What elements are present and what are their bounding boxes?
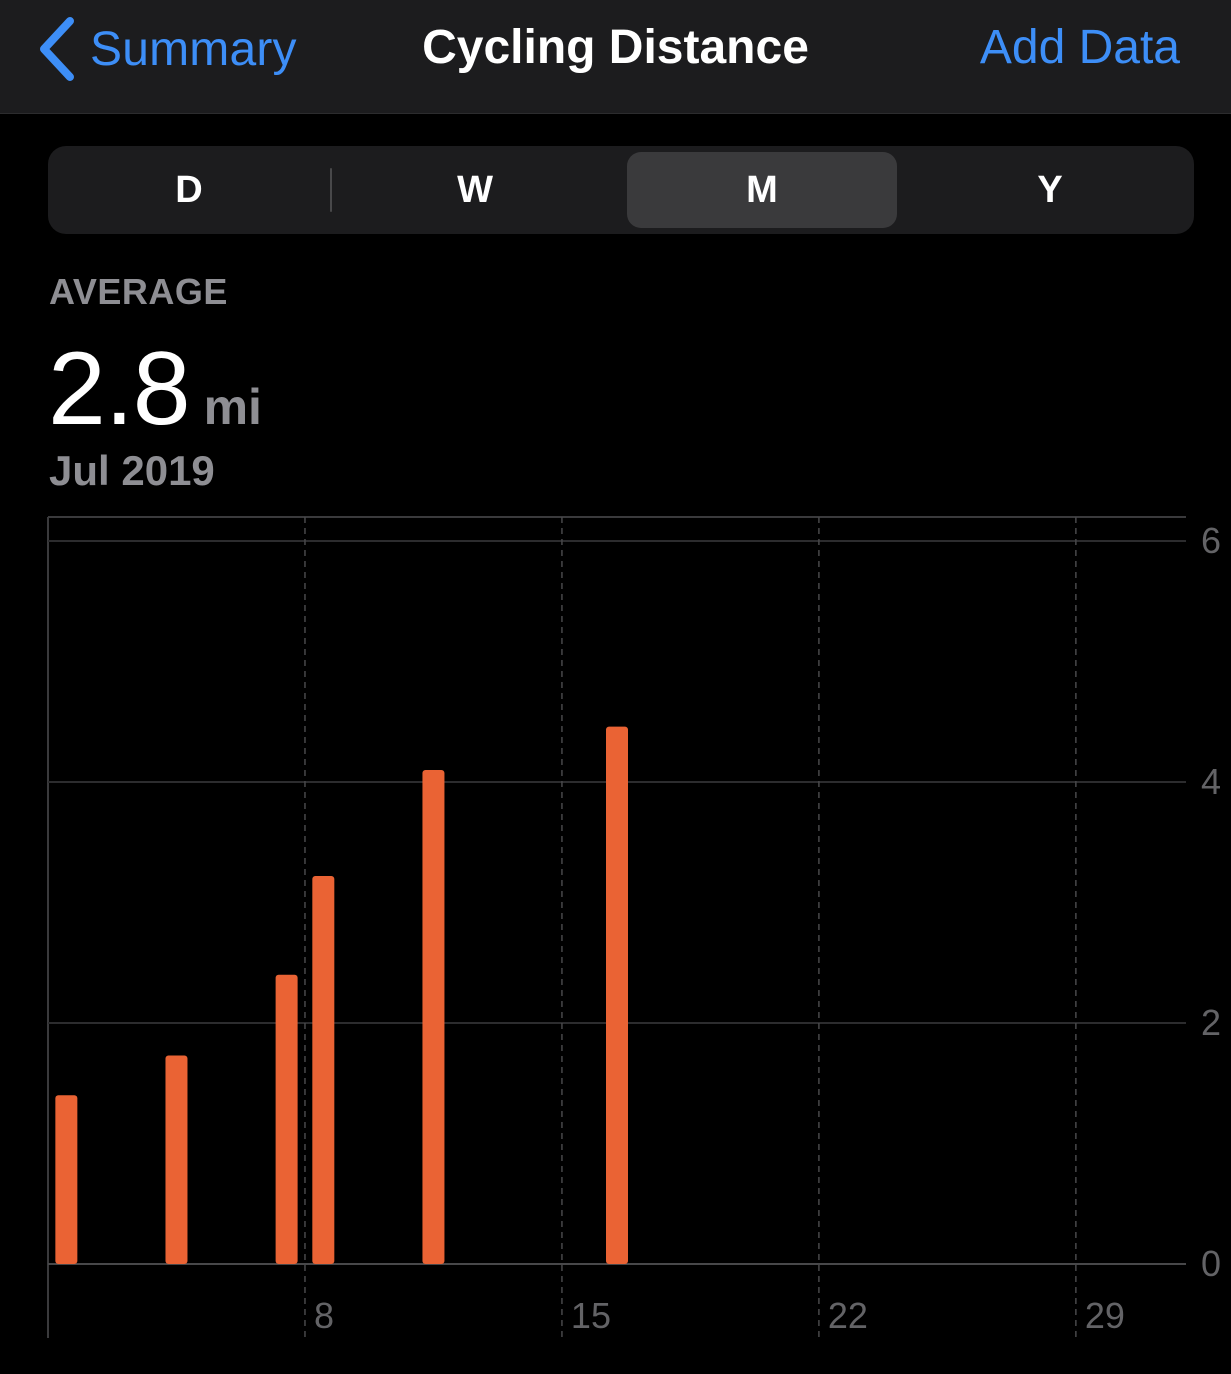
segment-week[interactable]: W (457, 169, 493, 211)
segment-divider (330, 168, 332, 212)
y-tick-label: 2 (1201, 1002, 1221, 1043)
back-button-label: Summary (90, 22, 297, 76)
y-tick-label: 4 (1201, 761, 1221, 802)
x-tick-label: 29 (1085, 1295, 1125, 1336)
average-unit: mi (203, 379, 262, 435)
x-tick-label: 22 (828, 1295, 868, 1336)
segment-selected-indicator (627, 152, 897, 228)
navigation-bar: Summary Cycling Distance Add Data (0, 0, 1231, 114)
segment-year[interactable]: Y (1037, 169, 1063, 211)
period-label: Jul 2019 (49, 447, 215, 494)
average-label: AVERAGE (49, 271, 228, 312)
y-tick-label: 6 (1201, 520, 1221, 561)
back-button[interactable]: Summary (36, 14, 297, 84)
chevron-left-icon (40, 17, 74, 81)
segment-month[interactable]: M (746, 169, 778, 211)
bar-day-11 (422, 769, 445, 1264)
bar-day-8 (312, 875, 335, 1264)
cycling-distance-bar-chart[interactable]: 6 4 2 0 8 15 22 29 (0, 510, 1231, 1350)
bar-day-4 (165, 1055, 188, 1264)
segment-day[interactable]: D (175, 169, 203, 211)
average-value-row: 2.8 mi (48, 330, 262, 449)
x-tick-label: 8 (314, 1295, 334, 1336)
page-title: Cycling Distance (422, 21, 809, 74)
bar-day-7 (275, 974, 298, 1264)
add-data-button[interactable]: Add Data (979, 21, 1180, 74)
y-tick-label: 0 (1201, 1243, 1221, 1284)
time-range-segmented-control: D W M Y (48, 146, 1194, 234)
average-value: 2.8 (48, 331, 191, 447)
bar-day-1 (55, 1095, 78, 1264)
x-tick-label: 15 (571, 1295, 611, 1336)
bar-day-16 (606, 726, 628, 1264)
